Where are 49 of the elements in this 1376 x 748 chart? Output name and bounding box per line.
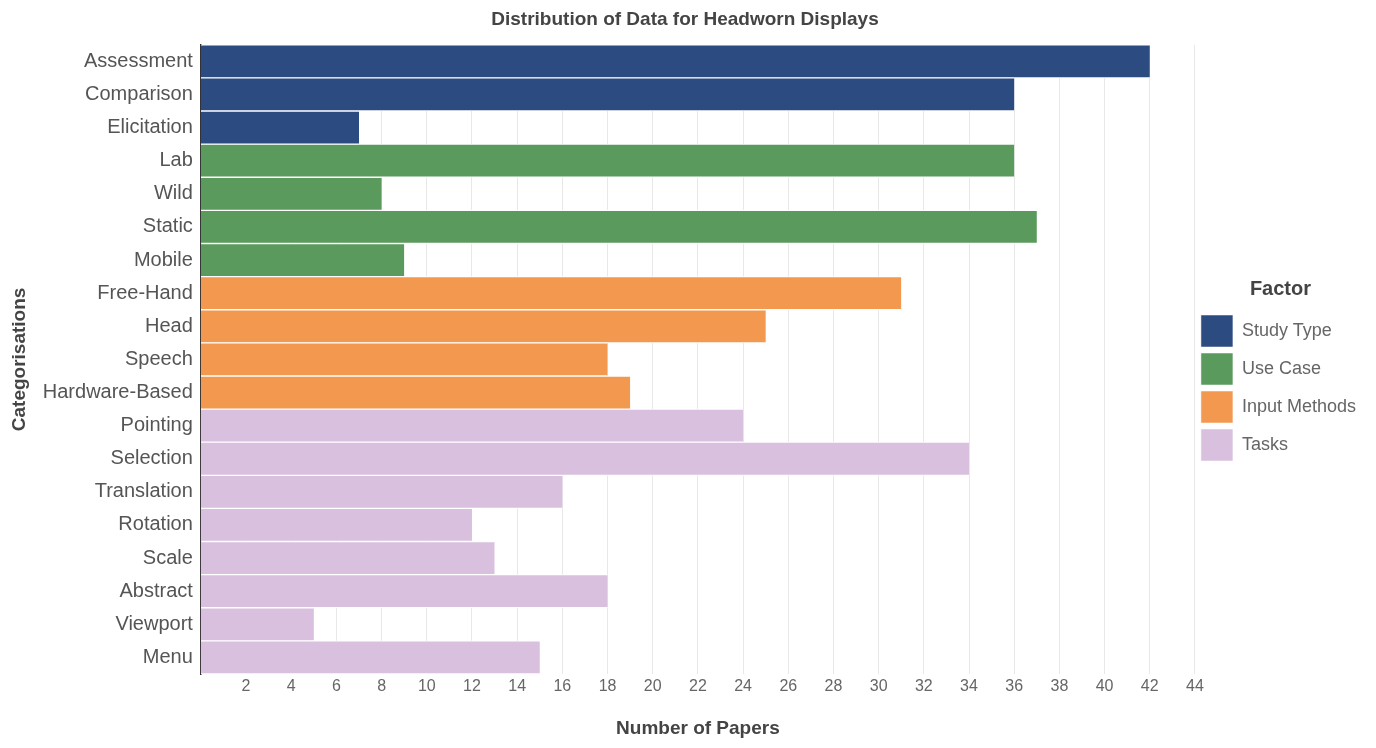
legend-label: Use Case — [1241, 357, 1321, 378]
y-tick-label: Rotation — [118, 512, 193, 535]
x-tick-label: 44 — [1186, 677, 1204, 695]
x-tick-label: 34 — [960, 677, 978, 695]
x-tick-label: 36 — [1005, 677, 1024, 695]
y-tick-label: Mobile — [133, 247, 193, 270]
x-tick-label: 14 — [508, 677, 527, 695]
x-tick-label: 42 — [1140, 677, 1159, 695]
x-tick-label: 22 — [689, 677, 707, 695]
x-tick-label: 10 — [417, 677, 436, 695]
y-tick-label: Head — [145, 313, 193, 336]
y-tick-label: Pointing — [120, 413, 193, 436]
legend-label: Tasks — [1241, 433, 1288, 454]
y-tick-label: Translation — [94, 479, 193, 502]
x-tick-label: 18 — [598, 677, 617, 695]
x-axis-title: Number of Papers — [616, 716, 780, 738]
x-tick-label: 28 — [824, 677, 843, 695]
y-axis-title: Categorisations — [7, 287, 29, 432]
x-tick-label: 20 — [643, 677, 662, 695]
x-tick-label: 40 — [1095, 677, 1114, 695]
x-tick-label: 4 — [286, 677, 296, 695]
y-tick-label: Comparison — [85, 81, 193, 104]
y-tick-label: Menu — [142, 644, 193, 667]
x-tick-label: 8 — [377, 677, 387, 695]
x-tick-label: 6 — [331, 677, 341, 695]
y-tick-label: Assessment — [83, 48, 194, 71]
legend-label: Input Methods — [1241, 395, 1356, 416]
x-tick-label: 24 — [734, 677, 753, 695]
x-tick-label: 2 — [241, 677, 251, 695]
y-tick-label: Scale — [142, 545, 193, 568]
y-tick-label: Hardware-Based — [42, 380, 193, 403]
y-tick-label: Free-Hand — [97, 280, 193, 303]
x-tick-label: 12 — [463, 677, 481, 695]
x-tick-label: 32 — [914, 677, 933, 695]
legend-title: Factor — [1249, 276, 1312, 299]
x-tick-label: 38 — [1050, 677, 1069, 695]
y-tick-label: Lab — [159, 148, 193, 171]
y-tick-label: Static — [142, 214, 193, 237]
y-tick-label: Speech — [125, 346, 193, 369]
x-tick-label: 16 — [553, 677, 572, 695]
y-tick-label: Selection — [110, 446, 193, 469]
y-tick-label: Elicitation — [107, 115, 193, 138]
y-tick-label: Wild — [153, 181, 193, 204]
legend-label: Study Type — [1241, 319, 1332, 340]
x-tick-label: 26 — [779, 677, 798, 695]
y-tick-label: Viewport — [115, 611, 194, 634]
x-tick-label: 30 — [869, 677, 888, 695]
chart-title: Distribution of Data for Headworn Displays — [491, 7, 879, 29]
y-tick-label: Abstract — [119, 578, 194, 601]
